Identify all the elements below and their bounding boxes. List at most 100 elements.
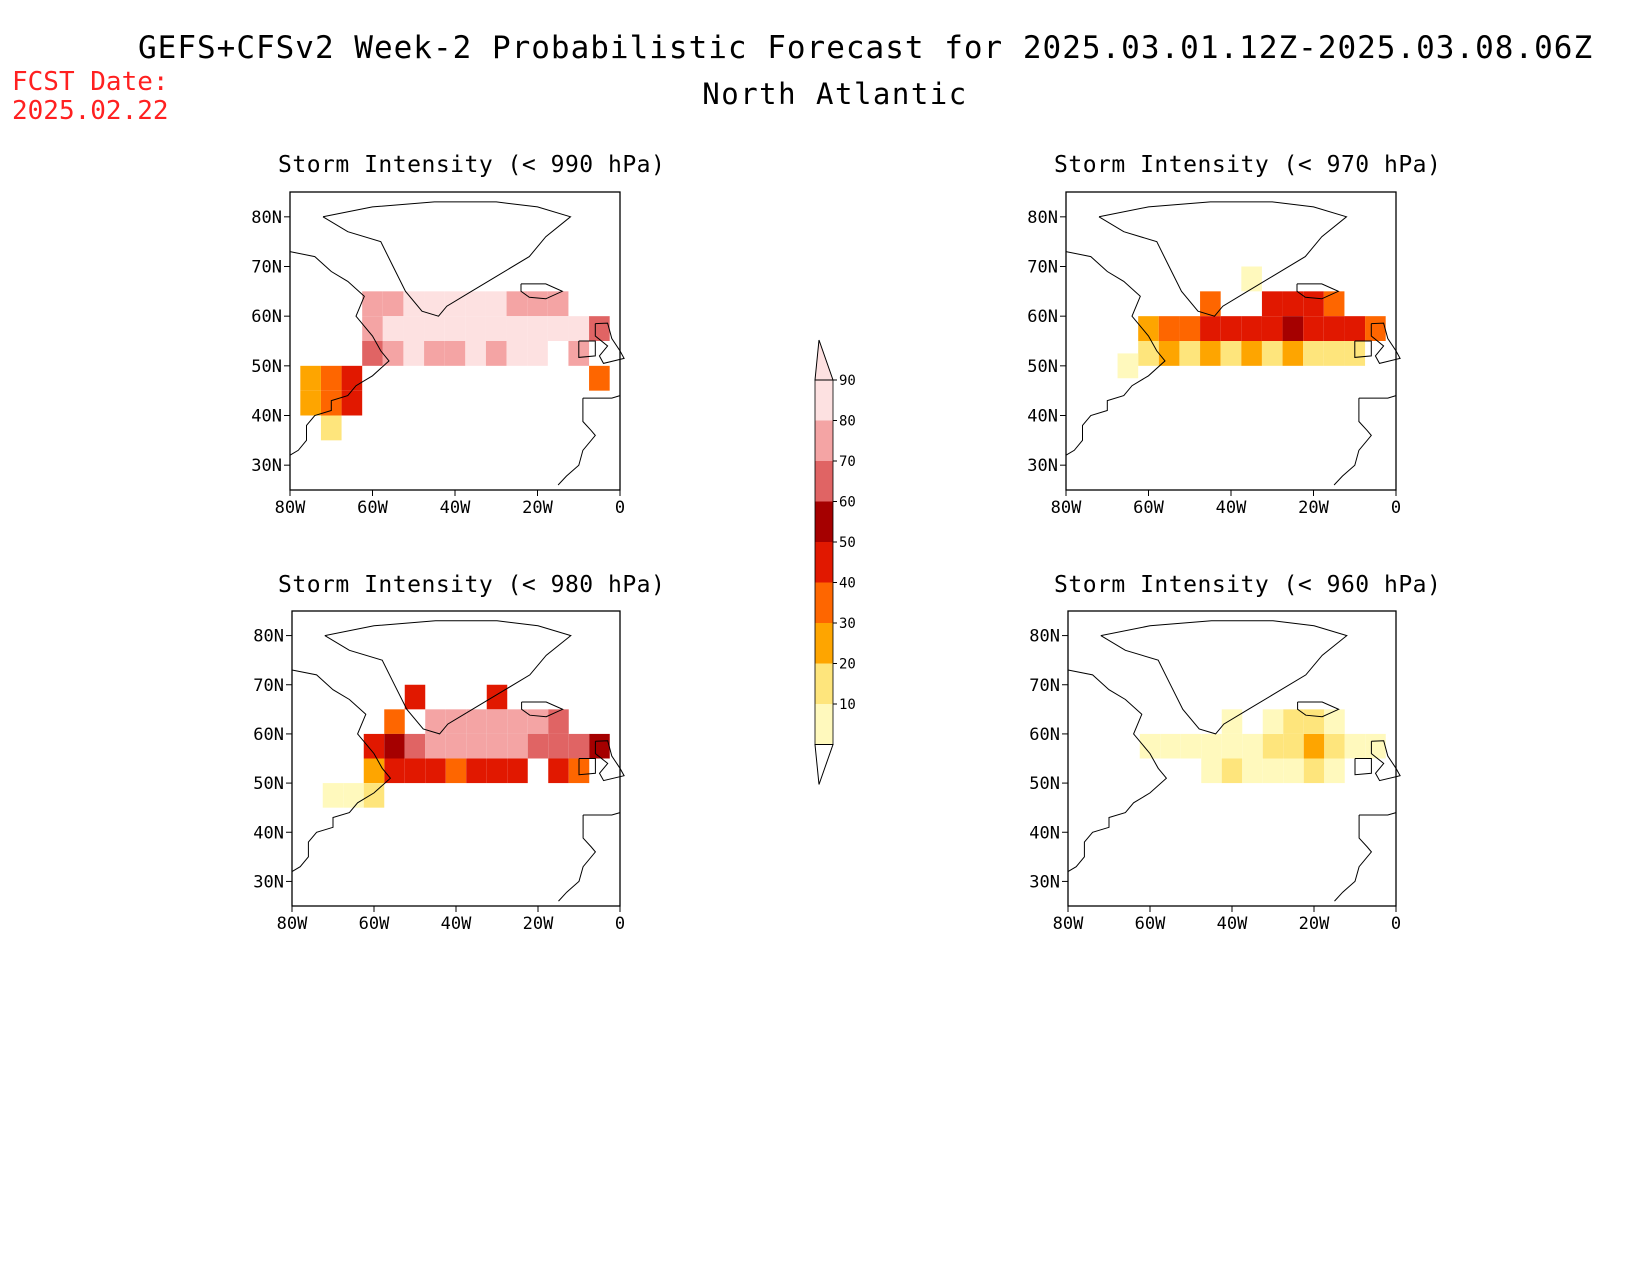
x-tick-label: 60W	[357, 498, 388, 518]
probability-cell	[1200, 341, 1221, 366]
probability-cell	[1324, 709, 1345, 734]
coastline	[1334, 815, 1373, 902]
probability-cell	[1324, 733, 1345, 759]
map-panel-1: 80W 60W 40W 20W 0 80N 70N 60N 50N 40N 30N	[251, 191, 625, 518]
probability-cell	[1117, 353, 1139, 379]
probability-cell	[403, 341, 425, 366]
coastline	[1333, 398, 1372, 486]
panel-title-990: Storm Intensity (< 990 hPa)	[278, 152, 666, 178]
probability-cell	[404, 758, 426, 784]
coastline	[521, 701, 564, 718]
probability-cell	[1220, 316, 1242, 341]
panel-title-980: Storm Intensity (< 980 hPa)	[278, 572, 666, 598]
probability-cell	[1323, 341, 1345, 366]
coastline	[1296, 283, 1340, 300]
probability-cell	[485, 341, 507, 366]
probability-cell	[466, 758, 487, 784]
coastline	[520, 283, 564, 300]
colorbar: 90 80 70 60 50 40 30 20 10	[814, 339, 856, 785]
colorbar-label: 80	[839, 414, 856, 430]
probability-cell	[1139, 733, 1161, 759]
colorbar-segment	[815, 420, 833, 461]
coastline	[1297, 701, 1340, 718]
colorbar-segment	[815, 461, 833, 502]
probability-cell	[1323, 316, 1345, 341]
probability-cell	[486, 758, 508, 784]
probability-cell	[466, 709, 487, 734]
map-frame	[291, 610, 621, 907]
coastline	[1370, 322, 1401, 364]
coastline	[1354, 340, 1372, 358]
probability-cell	[404, 684, 426, 710]
probability-cell	[1303, 709, 1325, 734]
probability-cell	[425, 758, 446, 784]
colorbar-label: 90	[839, 373, 856, 389]
probability-cell	[568, 341, 590, 366]
probability-cell	[403, 291, 425, 317]
probability-cell	[1241, 266, 1262, 292]
coastline	[557, 398, 596, 486]
probability-cell	[1261, 291, 1283, 317]
probability-cell	[548, 758, 569, 784]
probability-cell	[506, 316, 528, 341]
y-tick-label: 80N	[1027, 208, 1058, 228]
x-tick-label: 0	[615, 914, 625, 934]
coastline	[324, 620, 572, 735]
y-tick-label: 40N	[1029, 823, 1060, 843]
panel-title-970: Storm Intensity (< 970 hPa)	[1054, 152, 1442, 178]
x-tick-label: 20W	[523, 914, 554, 934]
probability-cell	[1283, 758, 1304, 784]
probability-cell	[444, 291, 466, 317]
y-tick-label: 60N	[1027, 307, 1058, 327]
probability-cell	[320, 390, 342, 416]
coastline	[594, 740, 625, 782]
probability-cell	[1365, 316, 1386, 341]
colorbar-bottom-cap	[814, 744, 834, 785]
probability-cell	[465, 291, 486, 317]
probability-cell	[341, 365, 363, 391]
fcst-date-value: 2025.02.22	[12, 96, 169, 126]
x-tick-label: 80W	[1053, 914, 1084, 934]
probability-cell	[527, 733, 549, 759]
x-tick-label: 80W	[275, 498, 306, 518]
probability-cell	[1261, 341, 1283, 366]
probability-cell	[527, 291, 548, 317]
probability-cell	[1262, 758, 1284, 784]
probability-cell	[485, 316, 507, 341]
probability-cell	[1241, 316, 1262, 341]
probability-cell	[1138, 316, 1159, 341]
probability-cell	[486, 684, 508, 710]
probability-cell	[424, 341, 445, 366]
probability-cell	[1282, 316, 1304, 341]
y-tick-label: 70N	[253, 676, 284, 696]
probability-cell	[1303, 291, 1324, 317]
map-frame	[1067, 610, 1397, 907]
coastline	[1358, 395, 1397, 399]
probability-cell	[382, 341, 404, 366]
colorbar-segment	[815, 663, 833, 704]
probability-cell	[1201, 733, 1222, 759]
y-tick-label: 30N	[1029, 872, 1060, 892]
probability-cell	[1201, 758, 1222, 784]
probability-cell	[1344, 341, 1366, 366]
map-frame	[289, 191, 621, 491]
probability-cell	[341, 390, 363, 416]
probability-cell	[527, 316, 548, 341]
probability-cell	[589, 365, 610, 391]
probability-cell	[424, 316, 445, 341]
x-tick-label: 40W	[1217, 914, 1248, 934]
y-tick-label: 50N	[1029, 774, 1060, 794]
probability-cell	[382, 291, 404, 317]
probability-cell	[1262, 709, 1284, 734]
probability-cell	[547, 291, 569, 317]
x-tick-label: 40W	[1216, 498, 1247, 518]
probability-cell	[1261, 316, 1283, 341]
x-tick-label: 60W	[1135, 914, 1166, 934]
x-tick-label: 0	[1391, 498, 1401, 518]
colorbar-segment	[815, 582, 833, 623]
probability-cell	[1221, 709, 1243, 734]
colorbar-outline	[814, 379, 834, 745]
probability-cell	[363, 783, 385, 808]
colorbar-label: 50	[839, 535, 856, 551]
y-tick-label: 60N	[1029, 725, 1060, 745]
